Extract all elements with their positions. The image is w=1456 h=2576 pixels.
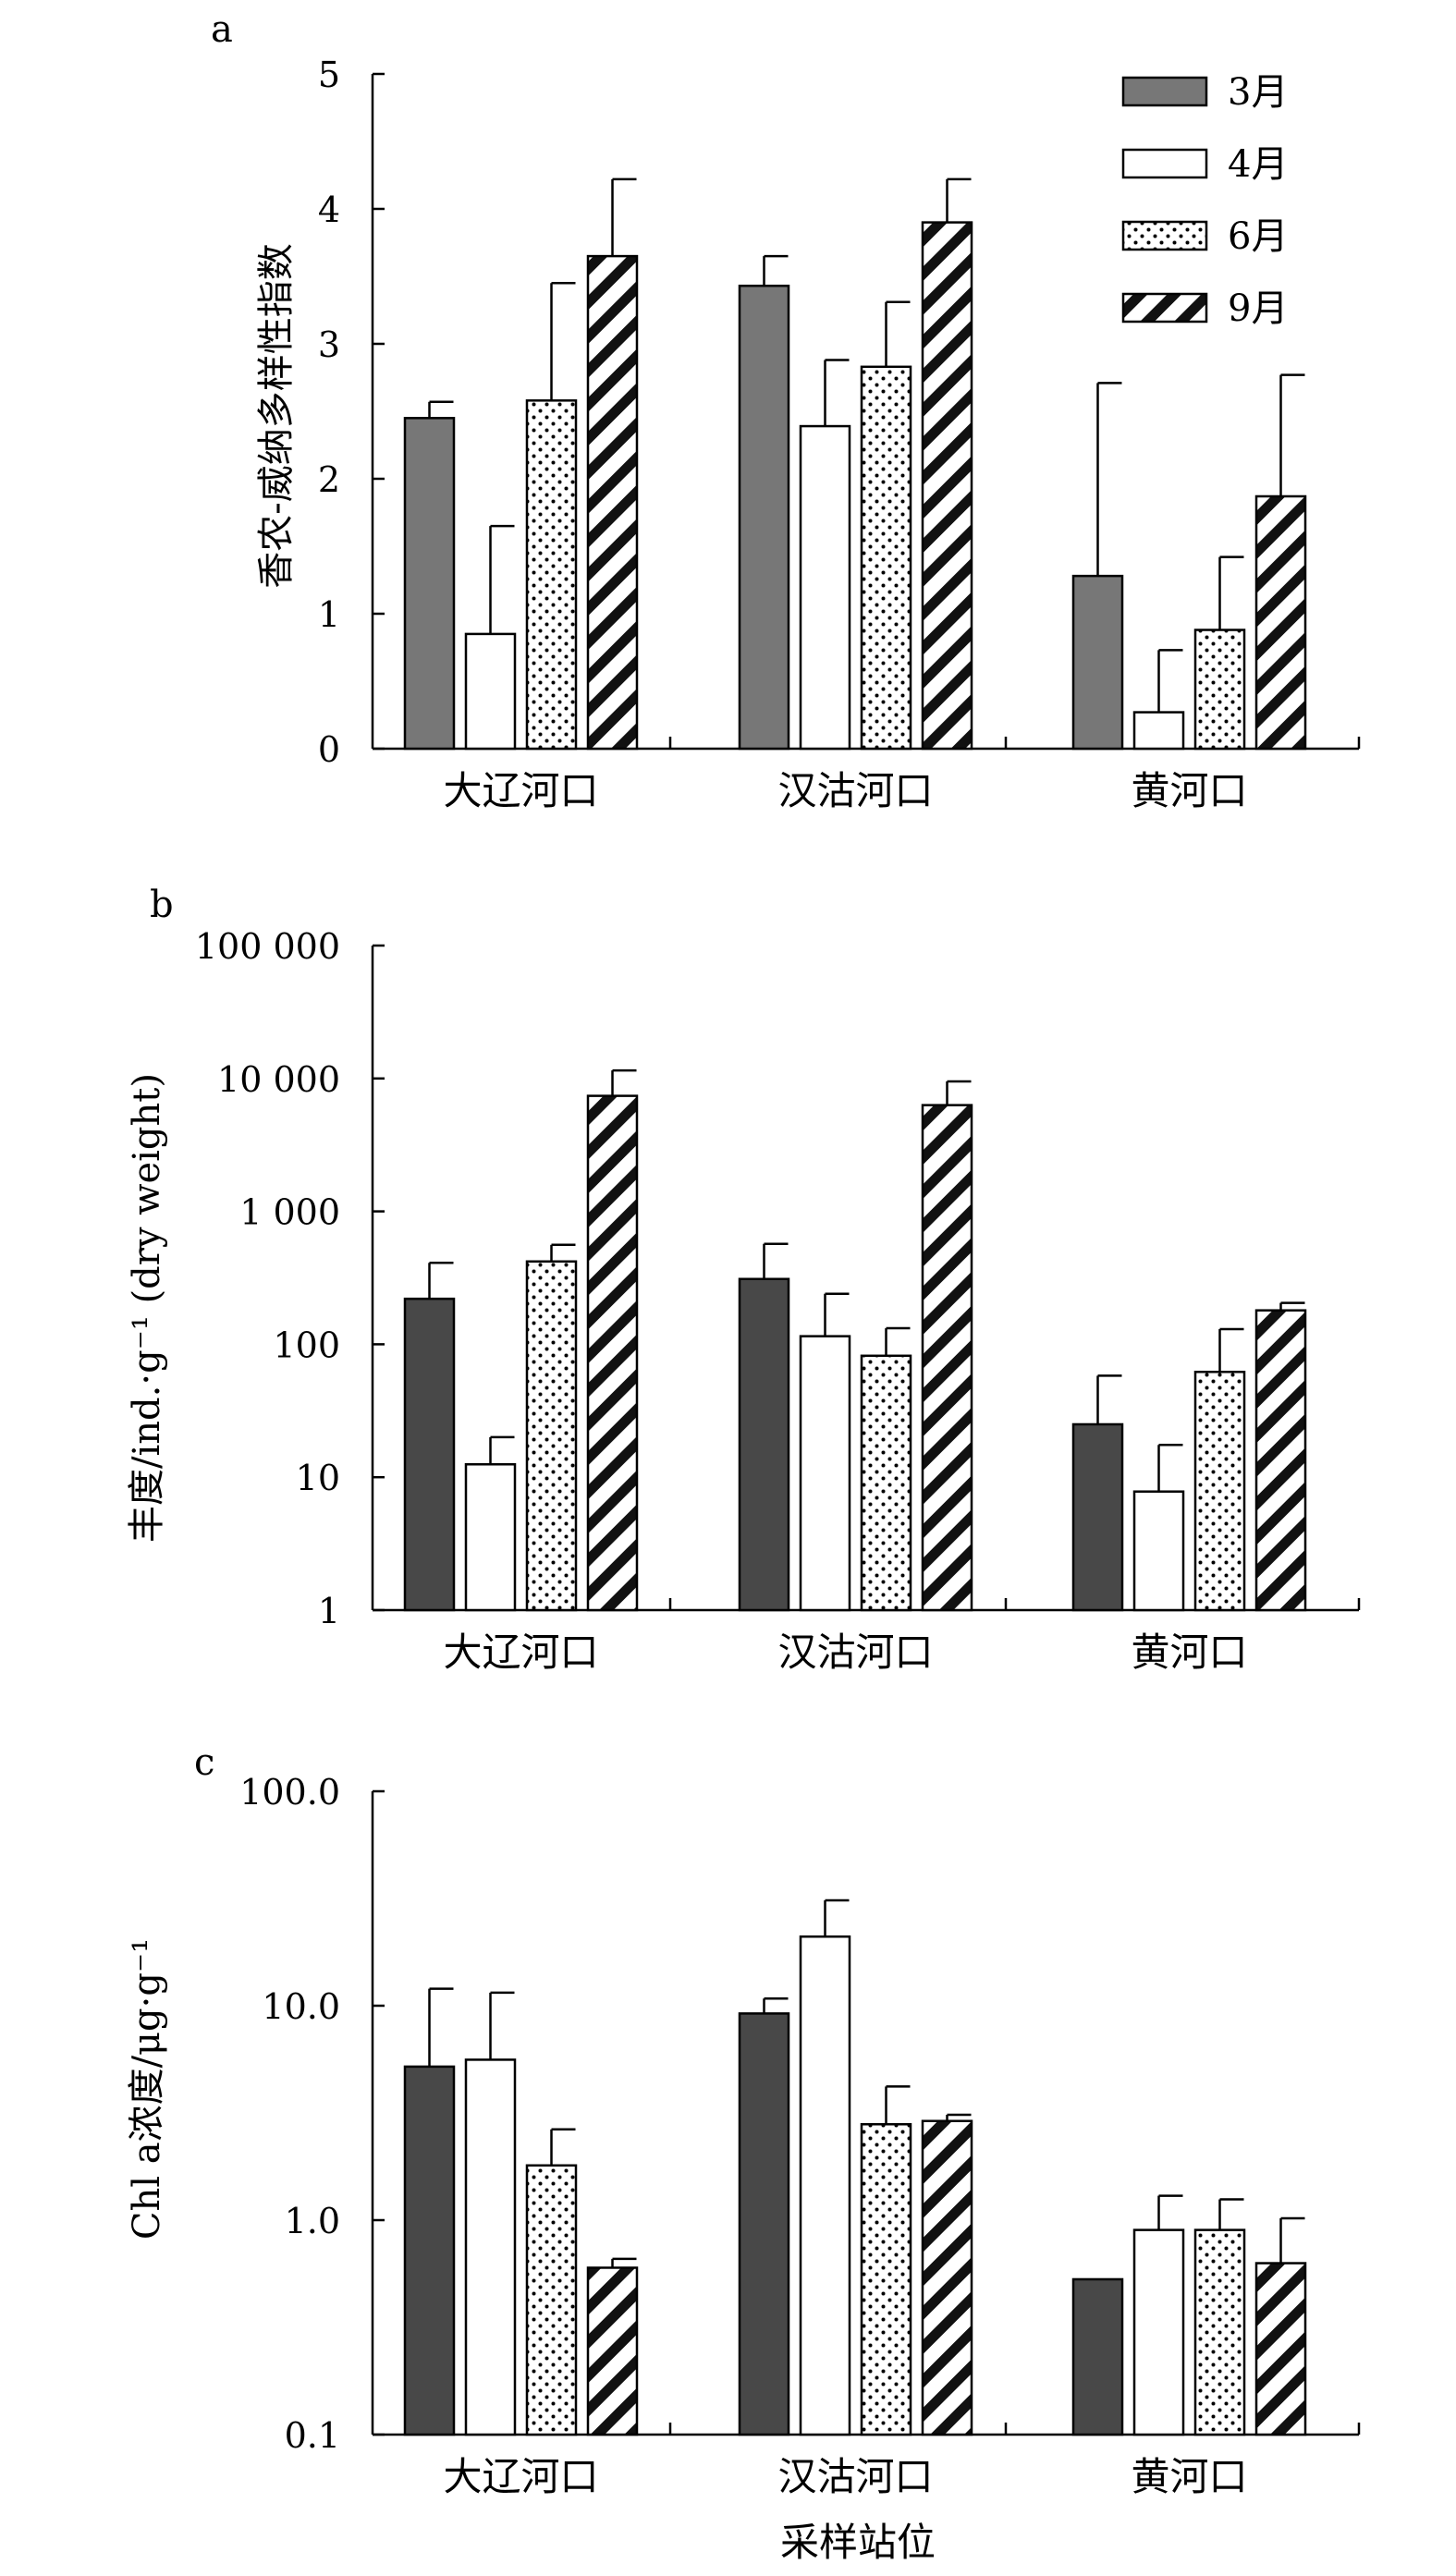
y-tick-label: 100 000	[195, 926, 340, 967]
bar-apr-daliao	[464, 1463, 517, 1612]
chart-panel-b: 1 10 100 1 000 10 000 100 000 大辽河口 汉沽河口 黄河口	[195, 926, 1361, 1675]
x-axis-title-c: 采样站位	[780, 2520, 936, 2565]
y-tick-label: 5	[318, 55, 340, 95]
bar-mar-huanghe	[1071, 574, 1124, 751]
chart-panel-c: 0.1 1.0 10.0 100.0 大辽河口 汉沽河口 黄河口	[239, 1772, 1361, 2499]
bar-jun-daliao	[525, 399, 578, 751]
y-tick-label: 0	[318, 729, 340, 770]
legend-swatch-mar	[1121, 76, 1208, 107]
legend-label-mar: 3月	[1228, 71, 1288, 114]
bar-sep-hangu	[921, 1104, 973, 1612]
chart-panel-a: 0 1 2 3 4 5 大辽河口 汉沽河口 黄河口 3月 4月 6月 9月	[318, 55, 1361, 813]
y-tick-label: 10	[296, 1458, 340, 1498]
bar-mar-huanghe	[1071, 2277, 1124, 2436]
x-category-label-daliao: 大辽河口	[443, 2454, 598, 2499]
bar-jun-hangu	[860, 365, 912, 751]
y-tick-label: 0.1	[285, 2415, 340, 2456]
bar-apr-hangu	[799, 1335, 851, 1612]
bar-apr-huanghe	[1132, 1490, 1185, 1612]
bar-apr-huanghe	[1132, 711, 1185, 751]
bar-apr-hangu	[799, 424, 851, 751]
bar-mar-daliao	[403, 1297, 456, 1612]
panel-label-a: a	[211, 8, 233, 51]
bar-jun-hangu	[860, 2123, 912, 2436]
legend-label-sep: 9月	[1228, 287, 1288, 330]
bar-sep-hangu	[921, 2119, 973, 2436]
bar-apr-huanghe	[1132, 2228, 1185, 2436]
bar-sep-huanghe	[1254, 1309, 1307, 1612]
bar-mar-hangu	[738, 2012, 790, 2436]
y-tick-label: 100.0	[239, 1772, 340, 1813]
panel-label-c: c	[194, 1741, 214, 1784]
bar-mar-daliao	[403, 417, 456, 751]
y-axis-title-b: 丰度/ind.·g⁻¹ (dry weight)	[126, 1073, 168, 1543]
y-tick-label: 1	[318, 594, 340, 635]
y-axis-title-c: Chl a浓度/μg·g⁻¹	[126, 1938, 168, 2240]
bar-sep-daliao	[586, 2266, 639, 2436]
legend-label-apr: 4月	[1228, 143, 1288, 186]
bar-mar-hangu	[738, 284, 790, 751]
bar-sep-daliao	[586, 254, 639, 751]
bar-jun-daliao	[525, 2164, 578, 2436]
bar-sep-huanghe	[1254, 494, 1307, 751]
x-category-label-daliao: 大辽河口	[443, 768, 598, 813]
y-tick-label: 2	[318, 459, 340, 500]
bar-jun-huanghe	[1193, 2228, 1246, 2436]
y-tick-label: 1 000	[239, 1192, 340, 1233]
bar-mar-hangu	[738, 1277, 790, 1612]
y-tick-label: 10 000	[217, 1059, 340, 1100]
legend-swatch-jun	[1121, 220, 1208, 251]
x-category-label-hangu: 汉沽河口	[777, 1630, 933, 1675]
bar-jun-huanghe	[1193, 1371, 1246, 1612]
bar-jun-daliao	[525, 1260, 578, 1612]
bar-jun-huanghe	[1193, 629, 1246, 751]
y-axis-title-a: 香农-威纳多样性指数	[255, 243, 298, 589]
y-tick-label: 100	[273, 1325, 340, 1365]
bar-sep-hangu	[921, 221, 973, 751]
y-tick-label: 4	[318, 189, 340, 230]
y-tick-label: 1	[318, 1591, 340, 1631]
bar-apr-daliao	[464, 2058, 517, 2436]
bar-jun-hangu	[860, 1354, 912, 1612]
x-category-label-daliao: 大辽河口	[443, 1630, 598, 1675]
legend-swatch-sep	[1121, 292, 1208, 324]
bar-sep-daliao	[586, 1094, 639, 1612]
bar-mar-daliao	[403, 2065, 456, 2436]
bar-apr-hangu	[799, 1935, 851, 2436]
x-category-label-hangu: 汉沽河口	[777, 768, 933, 813]
bar-sep-huanghe	[1254, 2262, 1307, 2436]
legend-label-jun: 6月	[1228, 215, 1288, 258]
bar-apr-daliao	[464, 632, 517, 751]
x-category-label-huanghe: 黄河口	[1131, 2454, 1247, 2499]
bar-mar-huanghe	[1071, 1422, 1124, 1612]
panel-label-b: b	[150, 884, 174, 926]
x-category-label-huanghe: 黄河口	[1131, 1630, 1247, 1675]
x-category-label-hangu: 汉沽河口	[777, 2454, 933, 2499]
y-tick-label: 1.0	[285, 2201, 340, 2241]
x-category-label-huanghe: 黄河口	[1131, 768, 1247, 813]
y-tick-label: 3	[318, 324, 340, 365]
legend-swatch-apr	[1121, 148, 1208, 179]
y-tick-label: 10.0	[262, 1986, 340, 2027]
